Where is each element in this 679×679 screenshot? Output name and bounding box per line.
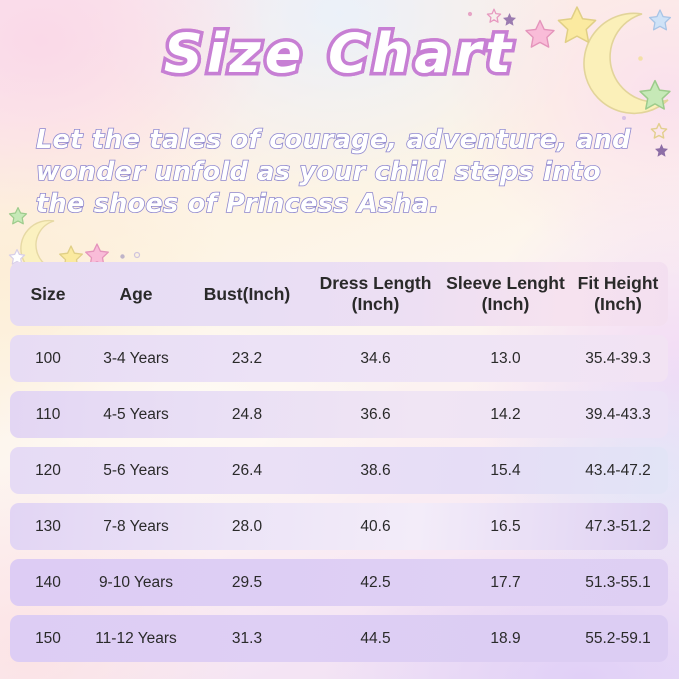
column-header-dress-length-line1: Dress Length (319, 273, 432, 293)
column-header-dress-length-line2: (Inch) (351, 294, 400, 314)
cell-fit: 55.2-59.1 (585, 629, 651, 647)
cell-sleeve: 15.4 (490, 461, 521, 479)
dot-sparkle-grey-icon (120, 254, 125, 259)
star-green-medium-icon (639, 79, 671, 110)
cell-sleeve: 14.2 (490, 405, 521, 423)
table-row: 140 9-10 Years 29.5 42.5 17.7 51.3-55.1 (10, 559, 668, 606)
cell-age: 3-4 Years (103, 349, 169, 367)
dot-sparkle-pink-icon (467, 11, 473, 17)
cell-fit: 43.4-47.2 (585, 461, 651, 479)
column-header-age: Age (86, 284, 186, 305)
cell-bust: 29.5 (231, 573, 263, 591)
column-header-fit-height-line1: Fit Height (577, 273, 659, 293)
cell-sleeve: 18.9 (490, 629, 521, 647)
cell-bust: 24.8 (231, 405, 263, 423)
column-header-sleeve-length: Sleeve Lenght (Inch) (443, 273, 568, 315)
column-header-bust-line1: Bust(Inch) (203, 283, 291, 304)
cell-size: 110 (35, 405, 61, 423)
cell-size: 150 (35, 629, 61, 647)
cell-fit: 35.4-39.3 (585, 349, 651, 367)
table-row: 120 5-6 Years 26.4 38.6 15.4 43.4-47.2 (10, 447, 668, 494)
page-title: Size Chart (160, 22, 516, 85)
cell-bust: 31.3 (231, 629, 263, 647)
table-row: 130 7-8 Years 28.0 40.6 16.5 47.3-51.2 (10, 503, 668, 550)
dot-sparkle-white-icon (133, 251, 141, 259)
cell-dress: 40.6 (360, 517, 391, 535)
subtitle: Let the tales of courage, adventure, and… (35, 124, 631, 220)
star-green-tiny-left-icon (8, 207, 28, 225)
table-row: 100 3-4 Years 23.2 34.6 13.0 35.4-39.3 (10, 335, 668, 382)
cell-dress: 34.6 (360, 349, 391, 367)
page-title-wrap: Size Chart (0, 22, 679, 85)
cell-size: 120 (35, 461, 61, 479)
cell-bust: 28.0 (231, 517, 263, 535)
size-chart-table: Size Age Bust(Inch) Dress Length (Inch) … (10, 262, 668, 671)
cell-bust: 26.4 (231, 461, 263, 479)
cell-fit: 39.4-43.3 (585, 405, 651, 423)
cell-sleeve: 13.0 (490, 349, 521, 367)
cell-sleeve: 16.5 (490, 517, 521, 535)
column-header-age-line1: Age (119, 283, 153, 304)
cell-age: 5-6 Years (103, 461, 169, 479)
column-header-fit-height-line2: (Inch) (594, 294, 642, 314)
cell-dress: 36.6 (360, 405, 391, 423)
column-header-sleeve-length-line1: Sleeve Lenght (446, 273, 565, 293)
cell-dress: 42.5 (360, 573, 391, 591)
column-header-dress-length: Dress Length (Inch) (308, 273, 443, 315)
table-row: 150 11-12 Years 31.3 44.5 18.9 55.2-59.1 (10, 615, 668, 662)
column-header-bust: Bust(Inch) (186, 284, 308, 305)
cell-sleeve: 17.7 (490, 573, 521, 591)
dot-sparkle-lilac-icon (622, 116, 626, 120)
cell-age: 11-12 Years (95, 629, 177, 647)
cell-fit: 47.3-51.2 (585, 517, 651, 535)
cell-age: 4-5 Years (103, 405, 169, 423)
cell-dress: 44.5 (360, 629, 391, 647)
cell-age: 7-8 Years (103, 517, 169, 535)
cell-age: 9-10 Years (98, 573, 174, 591)
column-header-sleeve-length-line2: (Inch) (481, 294, 530, 314)
column-header-fit-height: Fit Height (Inch) (568, 273, 668, 315)
table-row: 110 4-5 Years 24.8 36.6 14.2 39.4-43.3 (10, 391, 668, 438)
cell-dress: 38.6 (360, 461, 391, 479)
star-yellow-outline-icon (650, 122, 668, 139)
cell-size: 130 (35, 517, 61, 535)
cell-size: 100 (35, 349, 61, 367)
table-header-row: Size Age Bust(Inch) Dress Length (Inch) … (10, 262, 668, 326)
column-header-size-line1: Size (30, 283, 66, 304)
cell-bust: 23.2 (231, 349, 263, 367)
star-purple-tiny-icon (655, 144, 668, 157)
cell-fit: 51.3-55.1 (585, 573, 651, 591)
cell-size: 140 (35, 573, 61, 591)
column-header-size: Size (10, 284, 86, 305)
